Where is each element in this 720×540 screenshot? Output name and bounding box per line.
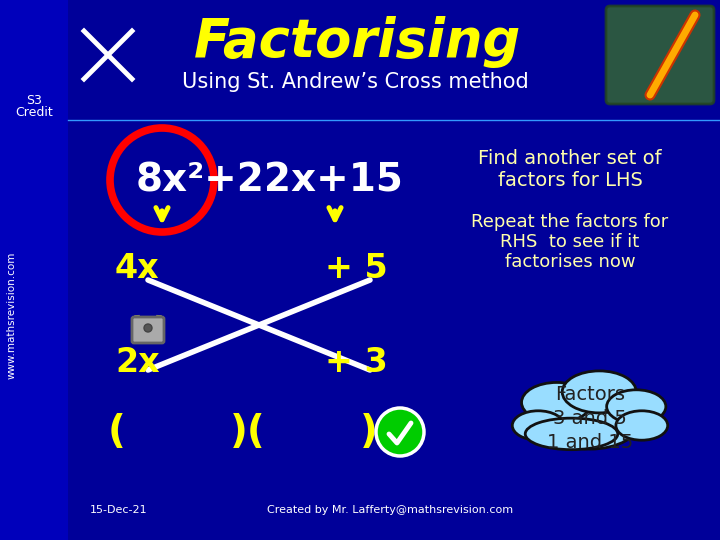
Text: S3: S3 <box>26 93 42 106</box>
Text: 8x²+22x+15: 8x²+22x+15 <box>136 161 404 199</box>
Text: Repeat the factors for: Repeat the factors for <box>472 213 669 231</box>
Circle shape <box>376 408 424 456</box>
Ellipse shape <box>607 390 666 423</box>
Text: www.mathsrevision.com: www.mathsrevision.com <box>7 251 17 379</box>
Text: Factors: Factors <box>555 386 625 404</box>
Text: )(: )( <box>230 413 266 451</box>
Text: factors for LHS: factors for LHS <box>498 171 642 190</box>
Text: 4x: 4x <box>115 252 160 285</box>
Text: Find another set of: Find another set of <box>478 148 662 167</box>
Text: Factorising: Factorising <box>194 16 521 68</box>
Circle shape <box>144 324 152 332</box>
Text: 3 and 5: 3 and 5 <box>553 409 627 429</box>
FancyBboxPatch shape <box>606 6 714 104</box>
Ellipse shape <box>539 392 641 449</box>
Text: 1 and 15: 1 and 15 <box>547 434 633 453</box>
Text: + 5: + 5 <box>325 252 388 285</box>
Text: Credit: Credit <box>15 106 53 119</box>
Text: (: ( <box>108 413 126 451</box>
Text: RHS  to see if it: RHS to see if it <box>500 233 639 251</box>
Ellipse shape <box>616 411 667 440</box>
Ellipse shape <box>526 418 618 450</box>
Ellipse shape <box>513 411 564 440</box>
Ellipse shape <box>562 371 636 413</box>
FancyBboxPatch shape <box>132 317 164 343</box>
Text: ): ) <box>360 413 378 451</box>
Text: Using St. Andrew’s Cross method: Using St. Andrew’s Cross method <box>181 72 528 92</box>
Bar <box>0 0 68 540</box>
Text: + 3: + 3 <box>325 346 388 379</box>
Text: Created by Mr. Lafferty@mathsrevision.com: Created by Mr. Lafferty@mathsrevision.co… <box>267 505 513 515</box>
Text: 15-Dec-21: 15-Dec-21 <box>90 505 148 515</box>
Ellipse shape <box>521 382 592 422</box>
Text: 2x: 2x <box>115 346 160 379</box>
Text: factorises now: factorises now <box>505 253 635 271</box>
